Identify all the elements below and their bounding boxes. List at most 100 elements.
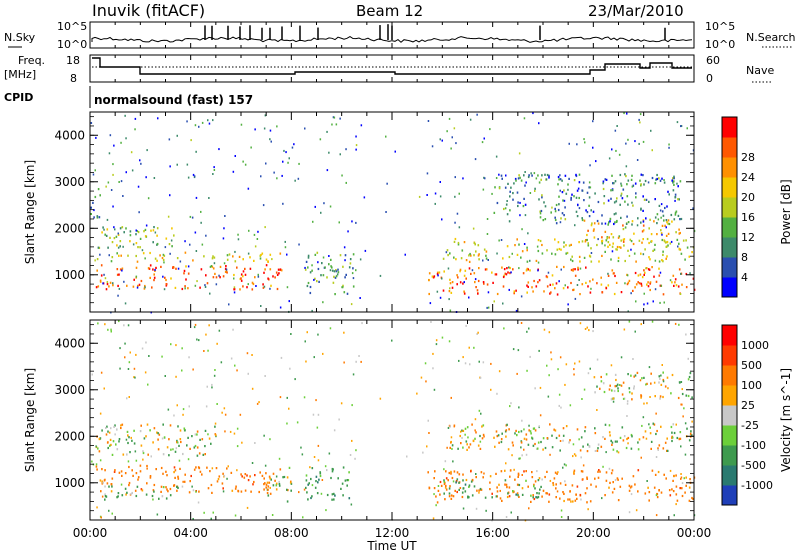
range-cell bbox=[196, 433, 198, 436]
range-cell bbox=[653, 275, 655, 278]
range-cell bbox=[563, 499, 565, 503]
range-cell bbox=[656, 213, 659, 216]
range-cell bbox=[451, 444, 454, 447]
range-cell bbox=[110, 328, 112, 331]
range-cell bbox=[120, 180, 123, 183]
range-cell bbox=[688, 499, 691, 502]
range-cell bbox=[331, 269, 334, 272]
range-cell bbox=[468, 346, 470, 349]
range-cell bbox=[652, 249, 654, 252]
x-tick-label: 16:00 bbox=[475, 526, 510, 540]
range-cell bbox=[579, 322, 582, 325]
range-cell bbox=[667, 219, 670, 222]
range-cell bbox=[296, 421, 299, 424]
range-cell bbox=[616, 248, 618, 251]
range-cell bbox=[517, 494, 519, 497]
range-cell bbox=[329, 327, 332, 330]
range-cell bbox=[668, 143, 670, 146]
range-cell bbox=[196, 280, 198, 283]
range-cell bbox=[456, 212, 459, 215]
range-cell bbox=[642, 195, 644, 198]
range-cell bbox=[648, 256, 650, 259]
range-cell bbox=[531, 286, 533, 289]
range-cell bbox=[108, 254, 110, 257]
range-cell bbox=[574, 297, 577, 300]
range-cell bbox=[546, 364, 548, 367]
range-cell bbox=[534, 187, 536, 190]
range-cell bbox=[504, 469, 506, 472]
range-cell bbox=[640, 173, 643, 176]
colorbar-swatch bbox=[722, 197, 737, 218]
range-cell bbox=[331, 266, 333, 269]
range-cell bbox=[98, 216, 101, 219]
range-cell bbox=[663, 473, 665, 476]
range-cell bbox=[643, 292, 645, 295]
range-cell bbox=[311, 495, 313, 498]
range-cell bbox=[656, 429, 658, 433]
range-cell bbox=[453, 425, 455, 428]
range-cell bbox=[563, 492, 565, 495]
colorbar-swatch bbox=[722, 137, 737, 158]
range-cell bbox=[325, 509, 327, 512]
range-cell bbox=[127, 441, 129, 445]
range-cell bbox=[199, 438, 201, 441]
range-cell bbox=[416, 392, 418, 395]
range-cell bbox=[209, 470, 211, 473]
range-cell bbox=[125, 137, 127, 140]
range-cell bbox=[140, 488, 143, 491]
range-cell bbox=[634, 374, 637, 377]
range-cell bbox=[630, 240, 633, 243]
range-cell bbox=[633, 385, 635, 388]
range-cell bbox=[205, 274, 207, 277]
range-cell bbox=[93, 209, 95, 212]
range-cell bbox=[486, 283, 489, 286]
range-cell bbox=[547, 395, 550, 398]
range-cell bbox=[526, 246, 528, 249]
range-cell bbox=[249, 475, 251, 478]
range-cell bbox=[583, 388, 586, 391]
range-cell bbox=[194, 124, 197, 127]
range-cell bbox=[168, 243, 171, 246]
range-cell bbox=[462, 487, 465, 490]
range-cell bbox=[456, 283, 458, 286]
range-cell bbox=[278, 457, 281, 460]
range-cell bbox=[680, 272, 682, 275]
range-cell bbox=[301, 453, 304, 456]
range-cell bbox=[163, 436, 166, 439]
range-cell bbox=[533, 427, 536, 430]
range-cell bbox=[513, 182, 515, 185]
range-cell bbox=[205, 234, 207, 237]
range-cell bbox=[609, 220, 611, 223]
nsearch-label: N.Search bbox=[746, 31, 796, 44]
range-cell bbox=[205, 333, 207, 336]
range-cell bbox=[628, 391, 631, 394]
range-cell bbox=[150, 229, 152, 232]
range-cell bbox=[526, 369, 528, 372]
range-cell bbox=[430, 321, 432, 323]
range-cell bbox=[114, 469, 116, 472]
range-cell bbox=[135, 472, 138, 475]
range-cell bbox=[192, 518, 194, 520]
range-cell bbox=[653, 423, 656, 426]
range-cell bbox=[352, 267, 354, 270]
range-cell bbox=[691, 396, 693, 399]
range-cell bbox=[507, 182, 509, 185]
range-cell bbox=[278, 480, 280, 483]
range-cell bbox=[565, 252, 567, 255]
range-cell bbox=[188, 405, 190, 408]
range-cell bbox=[485, 254, 487, 257]
range-cell bbox=[149, 476, 152, 479]
range-cell bbox=[122, 453, 125, 456]
range-cell bbox=[121, 423, 124, 426]
range-cell bbox=[575, 493, 577, 496]
range-cell bbox=[533, 279, 535, 283]
range-cell bbox=[242, 285, 244, 288]
range-cell bbox=[185, 265, 187, 268]
range-cell bbox=[516, 238, 518, 241]
range-cell bbox=[247, 187, 250, 190]
range-cell bbox=[162, 275, 164, 278]
range-cell bbox=[676, 182, 678, 185]
range-cell bbox=[142, 451, 145, 455]
